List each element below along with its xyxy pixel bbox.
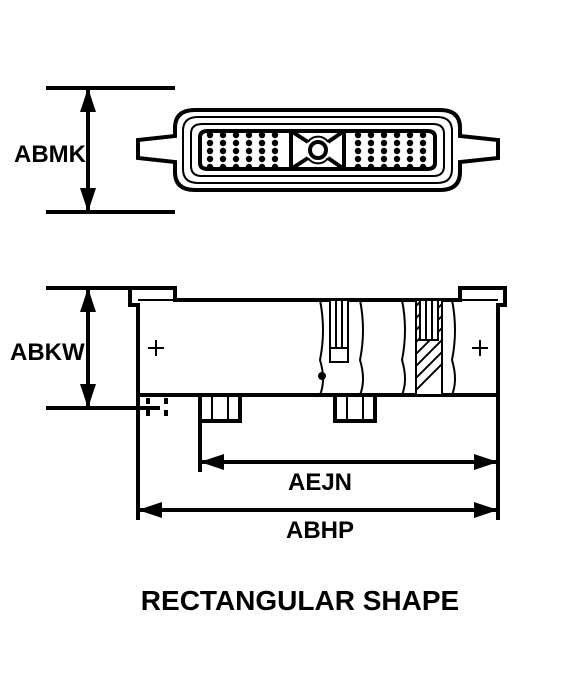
top-view: ABMK: [14, 88, 498, 212]
dim-ABMK: ABMK: [14, 88, 96, 212]
dim-ABKW-label: ABKW: [10, 339, 85, 366]
diagram-title: RECTANGULAR SHAPE: [141, 585, 459, 616]
dim-ABMK-label: ABMK: [14, 141, 87, 168]
dim-ABHP: ABHP: [138, 502, 498, 544]
dim-AEJN: AEJN: [200, 454, 498, 496]
diagram-canvas: ABMK: [0, 0, 569, 683]
side-view: ABKW: [10, 266, 505, 544]
dim-ABKW: ABKW: [10, 288, 96, 408]
dim-AEJN-label: AEJN: [288, 469, 352, 496]
dim-ABHP-label: ABHP: [286, 517, 354, 544]
